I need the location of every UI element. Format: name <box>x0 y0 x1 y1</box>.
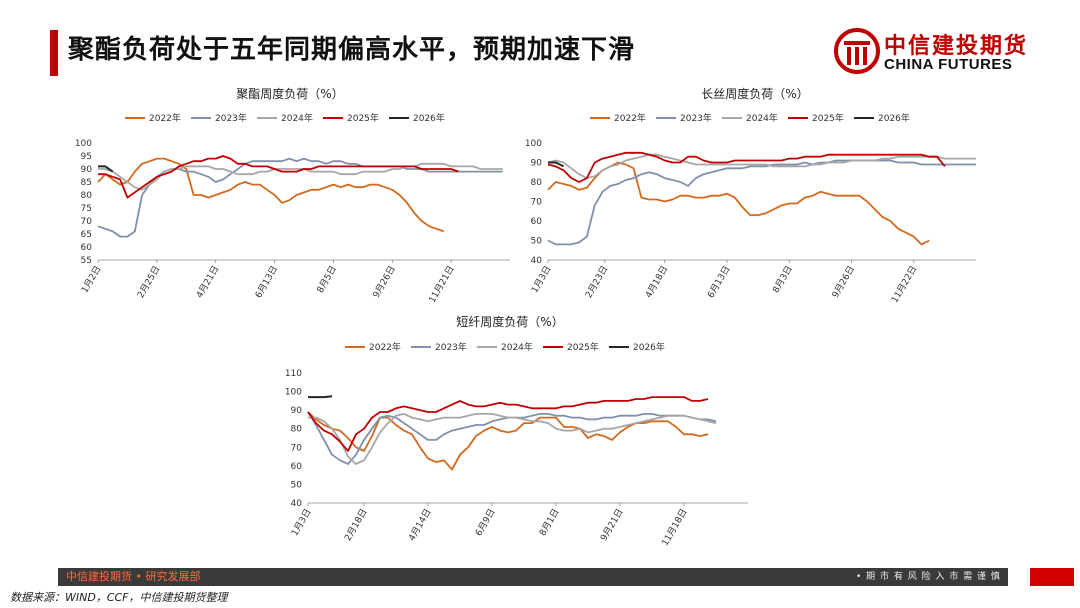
legend-label: 2025年 <box>347 112 379 124</box>
logo-text-chinese: 中信建投期货 <box>884 34 1029 59</box>
y-tick-label: 70 <box>81 217 93 227</box>
x-tick-label: 11月18日 <box>660 507 690 548</box>
chart-title: 长丝周度负荷（%） <box>701 86 808 101</box>
page-title: 聚酯负荷处于五年同期偏高水平，预期加速下滑 <box>68 35 636 65</box>
series-line-2025年 <box>547 151 946 183</box>
chart-title: 聚酯周度负荷（%） <box>236 86 343 101</box>
legend-label: 2026年 <box>413 112 445 124</box>
y-tick-label: 90 <box>81 165 93 175</box>
y-tick-label: 90 <box>531 159 543 169</box>
x-tick-label: 9月26日 <box>371 264 398 300</box>
x-tick-label: 1月3日 <box>289 507 313 538</box>
series-line-2026年 <box>98 165 114 173</box>
legend-label: 2025年 <box>812 112 844 124</box>
y-tick-label: 70 <box>291 443 303 453</box>
polyester-load-chart: 聚酯周度负荷（%） 2022年 2023年 2024年 2025年 2026年 55 60 65… <box>75 86 510 305</box>
y-tick-label: 110 <box>285 369 302 379</box>
company-logo: 中信建投期货 CHINA FUTURES <box>834 26 1034 78</box>
x-tick-label: 1月2日 <box>79 264 103 295</box>
y-tick-label: 90 <box>291 406 303 416</box>
x-tick-label: 4月14日 <box>406 507 433 543</box>
x-tick-label: 8月3日 <box>771 264 795 295</box>
y-tick-label: 80 <box>291 425 303 435</box>
y-tick-label: 80 <box>81 191 93 201</box>
x-tick-label: 2月18日 <box>342 507 369 543</box>
y-tick-label: 60 <box>531 217 543 227</box>
series-line-2022年 <box>307 411 709 471</box>
legend-label: 2024年 <box>501 341 533 353</box>
legend-label: 2025年 <box>567 341 599 353</box>
logo-text-english: CHINA FUTURES <box>884 56 1013 73</box>
data-source-note: 数据来源：WIND，CCF，中信建投期货整理 <box>10 591 228 604</box>
y-tick-label: 60 <box>81 243 93 253</box>
legend-label: 2022年 <box>614 112 646 124</box>
series-line-2024年 <box>547 153 976 179</box>
title-accent-bar <box>50 30 58 76</box>
footer-department: 中信建投期货 • 研究发展部 <box>66 570 201 583</box>
x-tick-label: 11月21日 <box>427 264 457 305</box>
series-line-2022年 <box>547 161 930 246</box>
y-tick-label: 40 <box>531 256 543 266</box>
y-tick-label: 50 <box>531 237 543 247</box>
footer-risk-warning: • 期 市 有 风 险 入 市 需 谨 慎 <box>856 572 1001 582</box>
series-line-2024年 <box>98 162 503 191</box>
x-tick-label: 9月21日 <box>598 507 625 543</box>
series-line-2026年 <box>548 161 565 168</box>
y-tick-label: 85 <box>81 178 92 188</box>
y-tick-label: 100 <box>75 139 92 149</box>
footer-bar <box>58 568 1008 586</box>
y-tick-label: 65 <box>81 230 92 240</box>
x-tick-label: 9月26日 <box>830 264 857 300</box>
x-tick-label: 6月13日 <box>253 264 280 300</box>
x-tick-label: 8月1日 <box>537 507 561 538</box>
series-line-2023年 <box>547 159 976 246</box>
legend-label: 2023年 <box>680 112 712 124</box>
legend-label: 2022年 <box>369 341 401 353</box>
chart-title: 短纤周度负荷（%） <box>456 314 563 329</box>
legend-label: 2024年 <box>281 112 313 124</box>
legend-label: 2023年 <box>435 341 467 353</box>
y-tick-label: 80 <box>531 178 543 188</box>
series-line-2025年 <box>98 155 459 199</box>
x-tick-label: 8月5日 <box>315 264 339 295</box>
y-tick-label: 100 <box>285 388 302 398</box>
staple-fiber-load-chart: 短纤周度负荷（%） 2022年 2023年 2024年 2025年 2026年 40 50 60… <box>285 314 748 548</box>
y-tick-label: 95 <box>81 152 92 162</box>
y-tick-label: 50 <box>291 480 303 490</box>
y-tick-label: 75 <box>81 204 92 214</box>
legend-label: 2022年 <box>149 112 181 124</box>
x-tick-label: 1月3日 <box>529 264 553 295</box>
x-tick-label: 4月21日 <box>194 264 221 300</box>
x-tick-label: 11月22日 <box>889 264 919 305</box>
legend-label: 2024年 <box>746 112 778 124</box>
y-tick-label: 100 <box>525 139 542 149</box>
legend-label: 2026年 <box>633 341 665 353</box>
series-line-2023年 <box>307 411 717 465</box>
legend-label: 2023年 <box>215 112 247 124</box>
footer-accent-block <box>1030 568 1074 586</box>
y-tick-label: 70 <box>531 198 543 208</box>
logo-emblem-icon <box>834 28 880 74</box>
series-line-2025年 <box>307 396 709 452</box>
y-tick-label: 55 <box>81 256 92 266</box>
x-tick-label: 2月23日 <box>583 264 610 300</box>
series-line-2024年 <box>308 413 717 465</box>
legend-label: 2026年 <box>878 112 910 124</box>
x-tick-label: 6月9日 <box>473 507 497 538</box>
filament-load-chart: 长丝周度负荷（%） 2022年 2023年 2024年 2025年 2026年 40 50 60… <box>525 86 976 305</box>
x-tick-label: 4月18日 <box>643 264 670 300</box>
x-tick-label: 6月13日 <box>705 264 732 300</box>
y-tick-label: 60 <box>291 462 303 472</box>
x-tick-label: 2月25日 <box>135 264 162 300</box>
series-line-2022年 <box>97 157 445 233</box>
y-tick-label: 40 <box>291 499 303 509</box>
series-line-2026年 <box>308 395 333 399</box>
